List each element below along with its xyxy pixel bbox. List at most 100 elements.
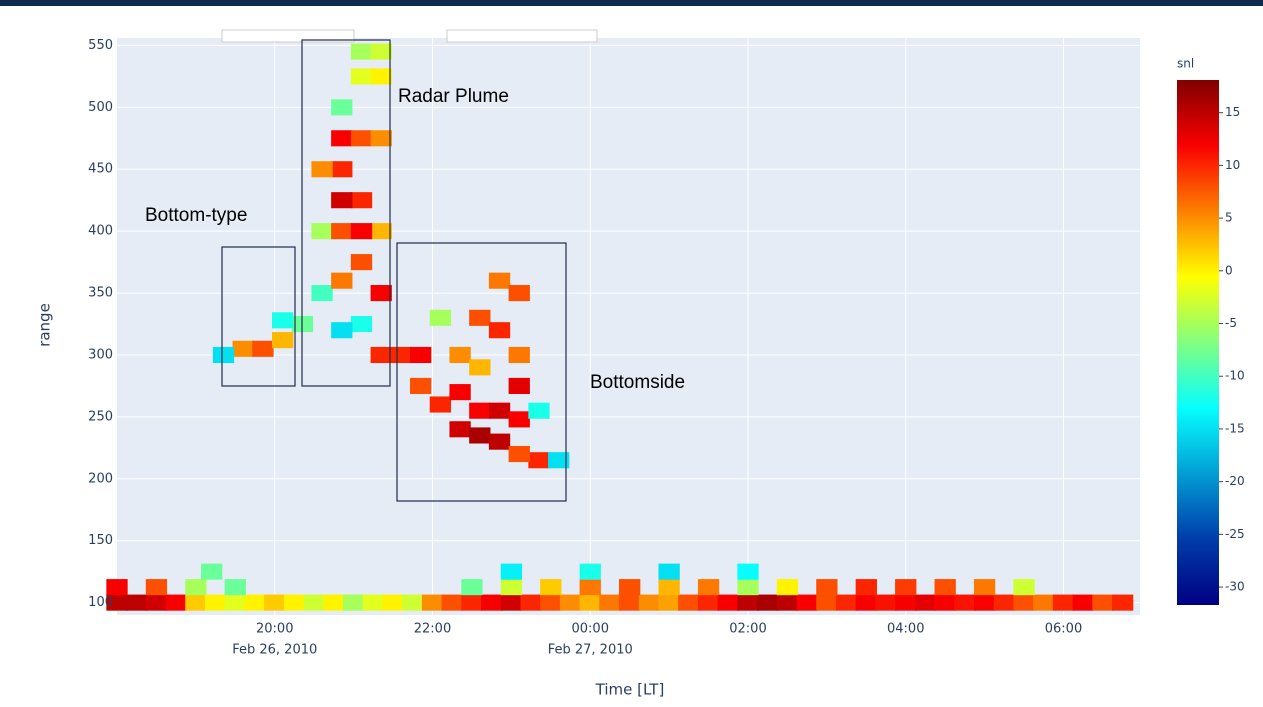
heatmap-cell <box>371 285 392 301</box>
heatmap-cell <box>272 332 293 348</box>
heatmap-cell <box>343 595 364 611</box>
x-tick-label: 06:00 <box>1045 622 1082 637</box>
heatmap-cell <box>816 579 837 595</box>
heatmap-cell <box>509 411 530 427</box>
heatmap-cell <box>331 161 352 177</box>
top-band <box>0 0 1263 6</box>
x-tick-label: 20:00 <box>256 622 293 637</box>
heatmap-cell <box>1073 595 1094 611</box>
heatmap-cell <box>639 595 660 611</box>
heatmap-cell <box>185 595 206 611</box>
heatmap-cell <box>402 595 423 611</box>
heatmap-cell <box>371 130 392 146</box>
heatmap-cell <box>382 595 403 611</box>
heatmap-cell <box>351 254 372 270</box>
y-tick-label: 250 <box>88 409 113 424</box>
heatmap-cell <box>528 452 549 468</box>
heatmap-cell <box>1033 595 1054 611</box>
heatmap-cell <box>994 595 1015 611</box>
colorbar-tick-label: 0 <box>1225 263 1233 277</box>
heatmap-cell <box>461 595 482 611</box>
colorbar-title: snl <box>1177 57 1194 71</box>
heatmap-cell <box>757 595 778 611</box>
x-tick-label: 22:00 <box>414 622 451 637</box>
heatmap-cell <box>974 579 995 595</box>
heatmap-cell <box>351 130 372 146</box>
heatmap-cell <box>430 310 451 326</box>
heatmap-cell <box>304 595 325 611</box>
heatmap-cell <box>166 595 187 611</box>
colorbar-tick-label: -20 <box>1225 474 1245 488</box>
heatmap-cell <box>146 579 167 595</box>
heatmap-cell <box>580 579 601 595</box>
heatmap-cell <box>560 595 581 611</box>
colorbar-tick-label: 10 <box>1225 158 1240 172</box>
annotation: Radar Plume <box>398 86 509 107</box>
heatmap-cell <box>213 347 234 363</box>
heatmap-cell <box>390 347 411 363</box>
heatmap-cell <box>331 192 352 208</box>
page: Radar Plume Bottom-type Bottomside Time … <box>0 0 1263 707</box>
chart: Radar Plume Bottom-type Bottomside Time … <box>0 0 1263 707</box>
y-tick-label: 550 <box>88 38 113 53</box>
heatmap-cell <box>501 595 522 611</box>
heatmap-cell <box>836 595 857 611</box>
heatmap-cell <box>816 595 837 611</box>
heatmap-cell <box>146 595 167 611</box>
y-tick-label: 350 <box>88 286 113 301</box>
heatmap-cell <box>856 595 877 611</box>
heatmap-cell <box>489 434 510 450</box>
heatmap-cell <box>797 595 818 611</box>
colorbar-tick-label: -10 <box>1225 369 1245 383</box>
heatmap-cell <box>1013 579 1034 595</box>
heatmap-cell <box>363 595 384 611</box>
colorbar-tick-label: 15 <box>1225 105 1240 119</box>
heatmap-cell <box>489 403 510 419</box>
heatmap-cell <box>658 595 679 611</box>
heatmap-cell <box>311 161 332 177</box>
heatmap-cell <box>481 595 502 611</box>
heatmap-cell <box>469 403 490 419</box>
heatmap-cell <box>410 378 431 394</box>
heatmap-cell <box>449 384 470 400</box>
heatmap-cell <box>311 285 332 301</box>
heatmap-cell <box>461 579 482 595</box>
heatmap-cell <box>599 595 620 611</box>
heatmap-cell <box>422 595 443 611</box>
heatmap-cell <box>698 579 719 595</box>
heatmap-cell <box>777 579 798 595</box>
heatmap-cell <box>777 595 798 611</box>
heatmap-cell <box>430 396 451 412</box>
heatmap-cell <box>225 595 246 611</box>
y-tick-label: 150 <box>88 533 113 548</box>
y-tick-label: 300 <box>88 347 113 362</box>
heatmap-cell <box>737 595 758 611</box>
heatmap-cell <box>233 341 254 357</box>
heatmap-cell <box>935 579 956 595</box>
heatmap-cell <box>284 595 305 611</box>
heatmap-cell <box>1112 595 1133 611</box>
heatmap-cell <box>678 595 699 611</box>
heatmap-cell <box>331 223 352 239</box>
heatmap-cell <box>351 316 372 332</box>
heatmap-cell <box>126 595 147 611</box>
heatmap-cell <box>489 322 510 338</box>
x-tick-label: 02:00 <box>729 622 766 637</box>
colorbar-tick-label: -25 <box>1225 527 1245 541</box>
heatmap-cell <box>331 130 352 146</box>
y-tick-label: 500 <box>88 100 113 115</box>
heatmap-cell <box>351 44 372 60</box>
y-tick-label: 100 <box>88 595 113 610</box>
colorbar-tick-label: -15 <box>1225 421 1245 435</box>
heatmap-cell <box>351 192 372 208</box>
heatmap-cell <box>410 347 431 363</box>
heatmap-cell <box>442 595 463 611</box>
heatmap-cell <box>449 347 470 363</box>
y-tick-label: 200 <box>88 471 113 486</box>
annotation: Bottomside <box>590 372 685 393</box>
y-tick-label: 400 <box>88 224 113 239</box>
plot-area <box>117 38 1140 615</box>
heatmap-cell <box>331 99 352 115</box>
y-axis-title: range <box>36 303 54 347</box>
heatmap-cell <box>469 310 490 326</box>
